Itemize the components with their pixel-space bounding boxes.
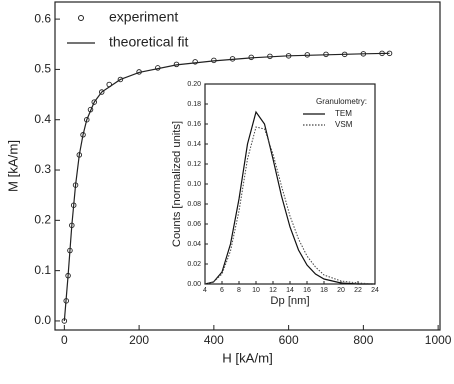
data-line bbox=[204, 126, 376, 285]
y-tick-label: 0.6 bbox=[34, 11, 51, 25]
y-tick-label: 0.04 bbox=[187, 241, 201, 248]
x-tick-label: 600 bbox=[279, 333, 299, 347]
x-tick-label: 0 bbox=[61, 333, 68, 347]
data-line bbox=[204, 110, 375, 285]
x-tick-label: 6 bbox=[220, 287, 224, 294]
data-point bbox=[117, 76, 124, 83]
x-tick-label: 400 bbox=[204, 333, 224, 347]
y-tick-label: 0.20 bbox=[187, 81, 201, 88]
y-tick-label: 0.5 bbox=[34, 62, 51, 76]
x-tick-label: 8 bbox=[237, 287, 241, 294]
y-tick-label: 0.0 bbox=[34, 313, 51, 327]
x-tick-label: 10 bbox=[252, 287, 260, 294]
x-tick-label: 1000 bbox=[425, 333, 452, 347]
x-tick-label: 14 bbox=[286, 287, 294, 294]
y-tick-label: 0.18 bbox=[187, 101, 201, 108]
plot-area bbox=[204, 83, 376, 285]
legend-label: experiment bbox=[109, 9, 178, 25]
data-point bbox=[98, 89, 105, 95]
y-tick-label: 0.00 bbox=[187, 281, 201, 288]
y-tick-label: 0.02 bbox=[187, 261, 201, 268]
y-tick-label: 0.12 bbox=[187, 161, 201, 168]
data-point bbox=[192, 59, 198, 65]
x-tick-label: 16 bbox=[303, 287, 311, 294]
legend-title: Granulometry: bbox=[316, 97, 367, 106]
x-axis-label: H [kA/m] bbox=[222, 350, 273, 365]
x-tick-label: 24 bbox=[371, 287, 379, 294]
y-tick-label: 0.2 bbox=[34, 213, 51, 227]
x-tick-label: 18 bbox=[320, 287, 328, 294]
y-axis-label: M [kA/m] bbox=[5, 140, 20, 192]
y-tick-label: 0.06 bbox=[187, 221, 201, 228]
y-tick-label: 0.4 bbox=[34, 112, 51, 126]
x-tick-label: 200 bbox=[129, 333, 149, 347]
y-axis-label: Counts [normalized units] bbox=[171, 121, 183, 247]
x-tick-label: 12 bbox=[269, 287, 277, 294]
y-tick-label: 0.14 bbox=[187, 141, 201, 148]
x-tick-label: 800 bbox=[353, 333, 373, 347]
y-tick-label: 0.16 bbox=[187, 121, 201, 128]
x-tick-label: 4 bbox=[203, 287, 207, 294]
data-point bbox=[91, 99, 97, 105]
x-tick-label: 20 bbox=[337, 287, 345, 294]
x-tick-label: 22 bbox=[354, 287, 362, 294]
legend-label: theoretical fit bbox=[109, 34, 188, 50]
y-tick-label: 0.10 bbox=[187, 181, 201, 188]
legend-marker bbox=[78, 15, 84, 21]
y-tick-label: 0.1 bbox=[34, 263, 51, 277]
legend-label: TEM bbox=[335, 109, 352, 118]
y-tick-label: 0.3 bbox=[34, 162, 51, 176]
data-line bbox=[63, 52, 390, 321]
x-axis-label: Dp [nm] bbox=[270, 295, 309, 307]
legend-label: VSM bbox=[335, 120, 353, 129]
y-tick-label: 0.08 bbox=[187, 201, 201, 208]
